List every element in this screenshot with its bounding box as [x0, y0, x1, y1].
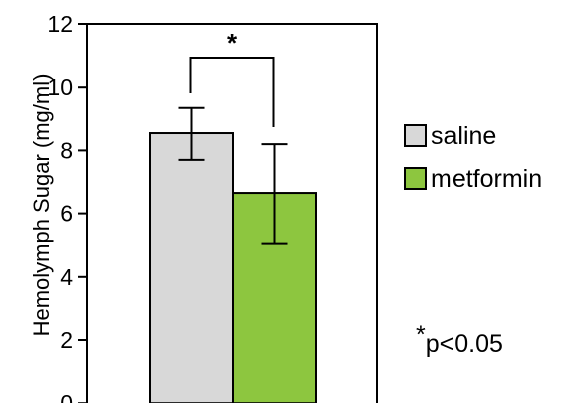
bars-layer: [149, 132, 317, 405]
significance-bracket-line: [189, 57, 275, 127]
y-axis-label: Hemolymph Sugar (mg/ml): [29, 74, 54, 337]
bar-saline: [149, 132, 234, 405]
plot-frame: [86, 23, 378, 408]
y-tick-label-10: 10: [47, 74, 73, 100]
significance-note: *p<0.05: [416, 321, 503, 358]
y-tick-label-8: 8: [60, 137, 73, 163]
legend-swatch-saline: [404, 124, 427, 147]
legend: saline metformin: [404, 122, 542, 193]
y-tick-label-0: 0: [60, 390, 73, 403]
legend-label-metformin: metformin: [431, 165, 542, 193]
legend-swatch-metformin: [404, 167, 427, 190]
error-bars-layer: [178, 106, 288, 245]
y-tick-label-12: 12: [47, 11, 73, 37]
legend-label-saline: saline: [431, 122, 496, 150]
significance-bracket: *: [189, 28, 275, 127]
significance-star: *: [227, 28, 238, 58]
y-tick-label-2: 2: [60, 327, 73, 353]
y-tick-label-4: 4: [60, 264, 73, 290]
p-value-note: *p<0.05: [416, 321, 503, 358]
y-tick-label-6: 6: [60, 201, 73, 227]
